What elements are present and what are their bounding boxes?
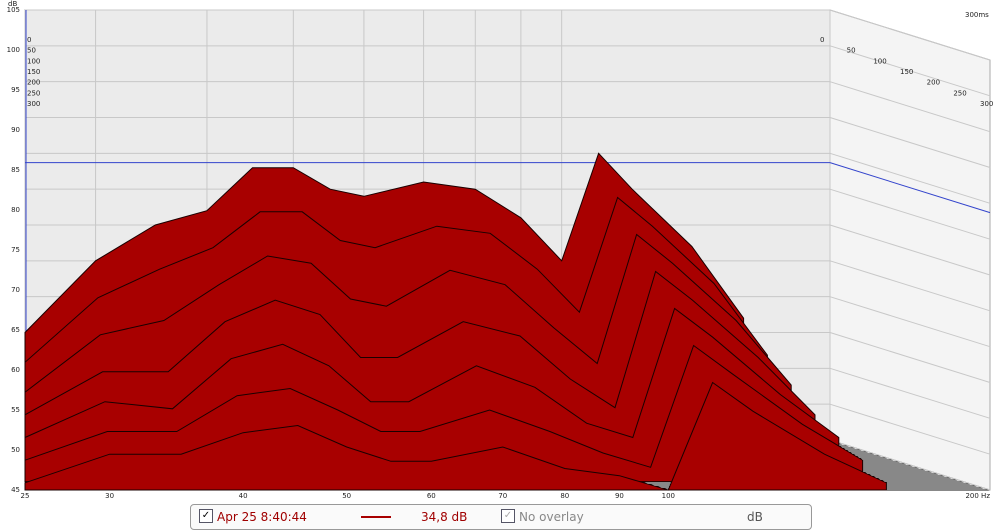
y-tick-label: 60 (11, 366, 20, 374)
reference-line (829, 162, 991, 214)
z-tick-label: 200 (27, 79, 40, 87)
overlay: No overlay (519, 510, 584, 524)
x-tick-label: 200 Hz (965, 492, 990, 500)
status-bar: ✓ Apr 25 8:40:44 34,8 dB ✓ No overlay dB (190, 504, 812, 530)
grid-line (829, 81, 991, 133)
grid-line (829, 367, 991, 419)
grid-line (829, 403, 991, 455)
grid-line (829, 188, 991, 240)
y-axis-label: dB (8, 0, 17, 8)
z-tick-label: 0 (27, 36, 31, 44)
y-tick-label: 95 (11, 86, 20, 94)
waterfall-slice (24, 381, 887, 491)
y-tick-label: 100 (7, 46, 20, 54)
y-tick-label: 45 (11, 486, 20, 494)
x-tick-label: 70 (498, 492, 507, 500)
y-tick-label: 105 (7, 6, 20, 14)
overlay-checkbox[interactable]: ✓ (501, 509, 515, 523)
x-tick-label: 30 (105, 492, 114, 500)
z-tick-label: 300 (27, 100, 40, 108)
x-tick-label: 25 (21, 492, 30, 500)
z-tick-label: 50 (27, 47, 36, 55)
grid-line (829, 117, 991, 168)
checkbox[interactable]: ✓ (199, 509, 213, 523)
x-tick-label: 50 (342, 492, 351, 500)
grid-line (829, 152, 991, 204)
z-tick-label: 0 (820, 36, 824, 44)
z-tick-label: 150 (900, 68, 913, 76)
y-tick-label: 65 (11, 326, 20, 334)
x-tick-label: 100 (662, 492, 675, 500)
x-tick-label: 80 (560, 492, 569, 500)
z-tick-label: 250 (27, 89, 40, 97)
z-axis-label: 300ms (965, 11, 989, 19)
z-tick-label: 100 (873, 57, 886, 65)
grid-line (829, 332, 991, 383)
y-tick-label: 85 (11, 166, 20, 174)
x-tick-label: 90 (615, 492, 624, 500)
y-tick-label: 50 (11, 446, 20, 454)
x-tick-label: 40 (239, 492, 248, 500)
x-tick-label: 60 (427, 492, 436, 500)
y-tick-label: 70 (11, 286, 20, 294)
measurement-name: Apr 25 8:40:44 (217, 510, 307, 524)
grid-line (829, 224, 991, 276)
z-tick-label: 100 (27, 57, 40, 65)
grid-line (829, 296, 991, 348)
level: 34,8 dB (421, 510, 468, 524)
y-tick-label: 75 (11, 246, 20, 254)
z-tick-label: 250 (953, 89, 966, 97)
y-tick-label: 55 (11, 406, 20, 414)
z-tick-label: 200 (927, 79, 940, 87)
z-tick-label: 150 (27, 68, 40, 76)
unit: dB (747, 510, 763, 524)
z-tick-label: 50 (847, 47, 856, 55)
grid-line (829, 260, 991, 312)
y-tick-label: 80 (11, 206, 20, 214)
y-tick-label: 90 (11, 126, 20, 134)
line-swatch (361, 516, 391, 518)
chart: dB 300ms 45 50 55 60 65 70 75 80 85 90 95 100 105 25 3… (7, 0, 994, 500)
z-tick-label: 300 (980, 100, 993, 108)
grid-line (829, 9, 991, 61)
grid-line (829, 45, 991, 97)
grid-line (829, 439, 991, 491)
